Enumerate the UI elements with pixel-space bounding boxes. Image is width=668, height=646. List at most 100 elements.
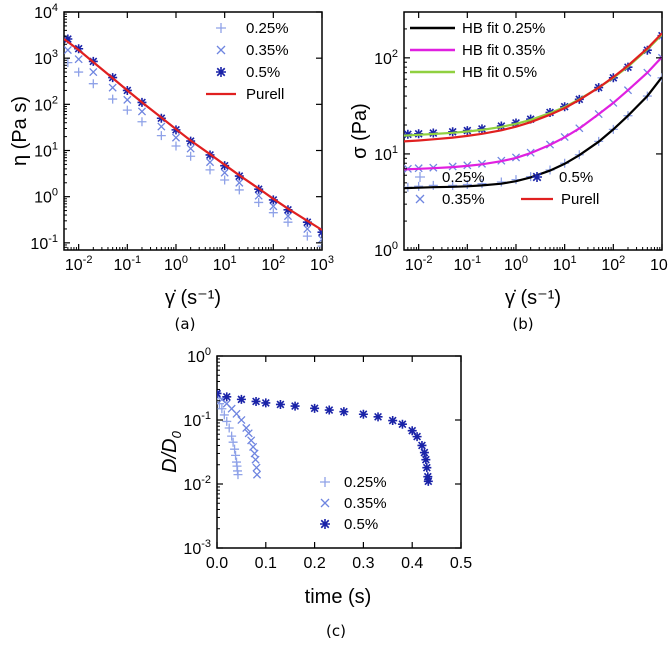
x-tick-label-b-1: 10-1 bbox=[454, 254, 482, 274]
point-a-0.25%-10 bbox=[220, 175, 230, 185]
point-c-0.25%-9 bbox=[231, 450, 241, 460]
y-tick-label-c-1: 10-2 bbox=[183, 474, 211, 494]
point-c-0.5%-4 bbox=[261, 398, 271, 408]
point-a-0.5%-15 bbox=[302, 217, 312, 227]
point-c-0.5%-5 bbox=[275, 399, 285, 409]
legend-c-swatch-1 bbox=[320, 498, 330, 508]
point-a-0.25%-13 bbox=[268, 208, 278, 218]
y-axis-label-c-sub: 0 bbox=[169, 430, 184, 438]
point-a-0.35%-0 bbox=[64, 45, 72, 55]
point-c-0.5%-18 bbox=[421, 455, 431, 465]
legend-c-label-0: 0.25% bbox=[344, 474, 387, 491]
point-c-0.5%-1 bbox=[222, 392, 232, 402]
point-a-0.35%-8 bbox=[186, 144, 195, 153]
point-c-0.25%-8 bbox=[230, 444, 240, 454]
y-tick-label-a-2: 101 bbox=[34, 141, 58, 161]
legend-b-swatch-1 bbox=[532, 172, 542, 182]
point-c-0.5%-17 bbox=[419, 448, 429, 458]
panel-a: 10-2 10-1 100 101 102 10310-1100101102103104 … bbox=[9, 2, 334, 333]
point-a-0.25%-4 bbox=[122, 105, 132, 115]
point-c-0.5%-0 bbox=[217, 388, 222, 398]
point-a-0.25%-5 bbox=[137, 117, 147, 127]
point-a-0.35%-4 bbox=[123, 95, 132, 104]
point-a-0.25%-6 bbox=[156, 131, 166, 141]
legend-c: 0.25% 0.35% 0.5% bbox=[320, 474, 387, 533]
x-axis-label-c: time (s) bbox=[305, 586, 372, 608]
line-a-Purell bbox=[64, 38, 322, 231]
point-c-0.35%-12 bbox=[252, 463, 261, 472]
point-c-0.25%-5 bbox=[224, 423, 234, 433]
point-c-0.35%-13 bbox=[252, 470, 262, 479]
point-c-0.5%-14 bbox=[407, 426, 417, 436]
point-c-0.5%-19 bbox=[422, 463, 432, 473]
point-c-0.25%-6 bbox=[227, 431, 237, 441]
point-b-0.25%-3 bbox=[448, 180, 458, 190]
point-c-0.5%-7 bbox=[310, 403, 320, 413]
point-c-0.5%-12 bbox=[388, 416, 398, 426]
point-c-0.5%-11 bbox=[373, 412, 383, 422]
panel-c: 0.0 0.1 0.2 0.3 0.4 0.5 10-3 10-2 10-1 100 D/D0 t… bbox=[159, 346, 472, 640]
legend-b-top-label-0: HB fit 0.25% bbox=[462, 20, 545, 37]
legend-c-label-2: 0.5% bbox=[344, 516, 378, 533]
legend-b-top-label-2: HB fit 0.5% bbox=[462, 64, 537, 81]
x-tick-label-c-5: 0.5 bbox=[450, 555, 472, 572]
point-c-0.5%-9 bbox=[339, 407, 349, 417]
series-group-c bbox=[217, 388, 433, 486]
x-tick-label-c-2: 0.2 bbox=[303, 555, 325, 572]
x-axis-label-b: γ̇ (s⁻¹) bbox=[505, 287, 561, 309]
x-tick-label-c-0: 0.0 bbox=[206, 555, 228, 572]
legend-a-swatch-1 bbox=[216, 45, 226, 55]
point-c-0.5%-6 bbox=[290, 401, 300, 411]
legend-a: 0.25% 0.35% 0.5% Purell bbox=[206, 20, 289, 103]
line-b-Purell bbox=[404, 32, 662, 143]
caption-c: (c) bbox=[326, 622, 346, 640]
point-a-0.35%-13 bbox=[269, 202, 278, 211]
plot-frame-b bbox=[403, 11, 663, 251]
point-b-0.25%-4 bbox=[462, 180, 472, 190]
point-a-0.25%-16 bbox=[317, 241, 322, 250]
point-b-0.25%-1 bbox=[414, 181, 424, 191]
caption-a: (a) bbox=[175, 315, 196, 333]
point-a-0.35%-9 bbox=[205, 158, 215, 167]
x-tick-label-a-0: 10-2 bbox=[65, 254, 93, 274]
y-tick-label-a-5: 104 bbox=[34, 2, 58, 22]
legend-c-swatch-2 bbox=[320, 519, 330, 529]
legend-a-label-3: Purell bbox=[246, 86, 284, 103]
x-tick-label-b-2: 100 bbox=[504, 254, 528, 274]
point-c-0.25%-2 bbox=[217, 404, 227, 414]
point-a-0.35%-7 bbox=[171, 133, 181, 142]
point-b-0.25%-2 bbox=[428, 180, 438, 190]
legend-b-bottom-label-2: 0.35% bbox=[442, 191, 485, 208]
y-tick-label-c-3: 100 bbox=[187, 346, 211, 366]
x-tick-label-b-0: 10-2 bbox=[405, 254, 433, 274]
x-tick-label-a-3: 101 bbox=[213, 254, 237, 274]
point-b-0.25%-5 bbox=[477, 179, 487, 189]
x-tick-label-c-1: 0.1 bbox=[255, 555, 277, 572]
point-a-0.25%-8 bbox=[186, 151, 196, 161]
point-a-0.35%-14 bbox=[283, 212, 293, 221]
plot-frame-c bbox=[216, 355, 462, 549]
point-c-0.35%-5 bbox=[237, 415, 246, 425]
caption-b: (b) bbox=[512, 315, 533, 333]
x-tick-label-b-5: 103 bbox=[650, 254, 668, 274]
point-c-0.35%-4 bbox=[232, 409, 241, 418]
x-tick-label-c-4: 0.4 bbox=[401, 555, 423, 572]
legend-c-swatch-0 bbox=[320, 477, 330, 487]
legend-a-label-1: 0.35% bbox=[246, 42, 289, 59]
series-group-b bbox=[404, 31, 662, 192]
point-a-0.35%-16 bbox=[317, 235, 322, 244]
point-a-0.35%-12 bbox=[254, 191, 263, 200]
point-c-0.5%-13 bbox=[397, 419, 407, 429]
legend-c-label-1: 0.35% bbox=[344, 495, 387, 512]
y-tick-label-b-1: 101 bbox=[374, 144, 398, 164]
x-tick-label-c-3: 0.3 bbox=[352, 555, 374, 572]
point-a-0.25%-7 bbox=[171, 141, 181, 151]
point-c-0.5%-15 bbox=[412, 432, 422, 442]
point-a-0.25%-14 bbox=[283, 217, 293, 227]
legend-b: HB fit 0.25% HB fit 0.35% HB fit 0.5% 0.25%… bbox=[410, 20, 599, 208]
point-c-0.35%-11 bbox=[251, 455, 260, 464]
point-a-0.25%-15 bbox=[302, 231, 312, 241]
point-c-0.5%-8 bbox=[324, 405, 334, 415]
x-tick-label-a-2: 100 bbox=[164, 254, 188, 274]
x-tick-label-a-5: 103 bbox=[310, 254, 334, 274]
